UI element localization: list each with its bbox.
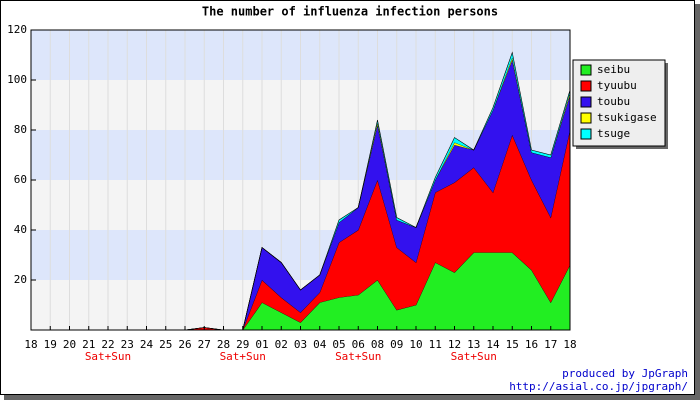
x-tick-label: 19	[44, 338, 57, 351]
x-tick-label: 17	[544, 338, 557, 351]
x-tick-label: 18	[24, 338, 37, 351]
y-tick-label: 80	[14, 123, 27, 136]
x-tick-label: 12	[448, 338, 461, 351]
legend-swatch	[580, 128, 592, 140]
area	[31, 130, 570, 330]
x-tick-label: 21	[82, 338, 95, 351]
x-tick-label: 04	[313, 338, 327, 351]
x-tick-label: 10	[409, 338, 422, 351]
x-tick-label: 15	[506, 338, 519, 351]
x-tick-label: 03	[294, 338, 307, 351]
credit: produced by JpGraph	[562, 367, 688, 380]
category-note: Sat+Sun	[335, 350, 381, 363]
legend-label: tsukigase	[597, 111, 657, 124]
legend-swatch	[580, 80, 592, 92]
legend-label: tsuge	[597, 127, 630, 140]
y-tick-label: 100	[7, 73, 27, 86]
legend-swatch	[580, 64, 592, 76]
y-tick-label: 60	[14, 173, 27, 186]
legend-swatch	[580, 96, 592, 108]
x-tick-label: 02	[275, 338, 288, 351]
x-tick-label: 14	[486, 338, 500, 351]
area	[31, 60, 570, 330]
x-tick-label: 20	[63, 338, 76, 351]
x-tick-label: 28	[217, 338, 230, 351]
x-tick-label: 26	[178, 338, 191, 351]
x-tick-label: 05	[332, 338, 345, 351]
y-tick-label: 20	[14, 273, 27, 286]
x-tick-label: 25	[159, 338, 172, 351]
area	[31, 252, 570, 330]
x-tick-label: 18	[563, 338, 576, 351]
x-tick-label: 01	[255, 338, 268, 351]
legend-label: toubu	[597, 95, 630, 108]
category-note: Sat+Sun	[451, 350, 497, 363]
x-tick-label: 16	[525, 338, 538, 351]
chart-title: The number of influenza infection person…	[202, 5, 498, 19]
x-tick-label: 29	[236, 338, 249, 351]
y-tick-label: 40	[14, 223, 27, 236]
y-tick-label: 120	[7, 23, 27, 36]
x-tick-label: 13	[467, 338, 480, 351]
x-tick-label: 09	[390, 338, 403, 351]
x-tick-label: 24	[140, 338, 154, 351]
x-tick-label: 22	[101, 338, 114, 351]
legend-label: seibu	[597, 63, 630, 76]
x-tick-label: 08	[371, 338, 384, 351]
legend-label: tyuubu	[597, 79, 637, 92]
category-note: Sat+Sun	[85, 350, 131, 363]
category-note: Sat+Sun	[220, 350, 266, 363]
legend-swatch	[580, 112, 592, 124]
x-tick-label: 27	[198, 338, 211, 351]
x-tick-label: 23	[121, 338, 134, 351]
x-tick-label: 06	[352, 338, 365, 351]
credit: http://asial.co.jp/jpgraph/	[509, 380, 688, 393]
x-tick-label: 11	[429, 338, 442, 351]
